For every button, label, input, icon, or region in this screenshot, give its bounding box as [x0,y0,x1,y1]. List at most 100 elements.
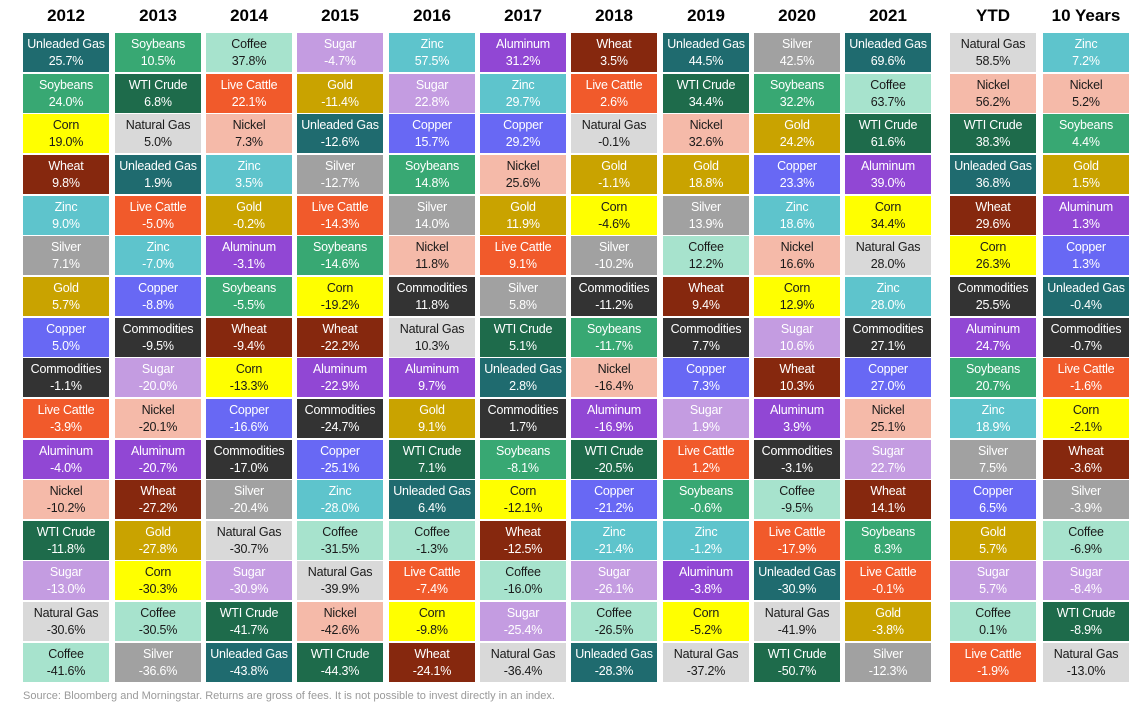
commodity-name: Gold [145,524,171,539]
return-value: 24.7% [975,338,1011,353]
return-value: 7.1% [52,257,80,272]
return-value: -3.1% [233,257,265,272]
commodity-name: Zinc [420,37,444,51]
commodity-name: Live Cattle [220,77,278,92]
return-value: 42.5% [779,54,815,68]
return-value: 24.0% [48,94,84,109]
return-value: 22.8% [414,94,450,109]
commodity-name: Unleaded Gas [27,37,105,51]
return-value: -0.1% [598,135,630,150]
table-cell: Gold 24.2% [754,114,840,154]
table-cell: Zinc 18.6% [754,195,840,235]
return-value: 0.1% [979,623,1007,638]
return-value: -1.6% [1070,379,1102,394]
table-cell: WTI Crude -41.7% [206,602,292,642]
commodity-name: Live Cattle [403,565,461,580]
commodity-name: Silver [598,240,630,255]
table-cell: Coffee -1.3% [389,520,475,560]
table-cell: Zinc 29.7% [480,73,566,113]
return-value: -1.1% [50,379,82,394]
table-cell: Commodities 1.7% [480,398,566,438]
commodity-name: Gold [1073,158,1099,173]
source-footnote: Source: Bloomberg and Morningstar. Retur… [23,690,555,702]
table-cell: WTI Crude 7.1% [389,439,475,479]
commodity-name: Zinc [981,402,1005,417]
commodity-name: Sugar [871,443,905,458]
commodity-name: Commodities [670,321,742,336]
commodity-name: Copper [868,362,908,377]
return-value: 25.1% [870,419,906,434]
commodity-name: WTI Crude [493,321,553,336]
commodity-name: Unleaded Gas [484,362,562,377]
commodity-name: Soybeans [861,524,915,539]
commodity-name: Commodities [213,443,285,458]
table-cell: Commodities -11.2% [571,276,657,316]
table-cell: Coffee 37.8% [206,33,292,72]
commodity-name: Silver [872,646,904,661]
return-value: 2.6% [600,94,628,109]
commodity-name: Natural Gas [960,37,1026,51]
return-value: -39.9% [320,582,360,597]
table-cell: Zinc 3.5% [206,154,292,194]
table-cell: Wheat -22.2% [297,317,383,357]
commodity-name: Corn [783,280,811,295]
table-cell: Soybeans 4.4% [1043,114,1129,154]
table-cell: Gold 1.5% [1043,154,1129,194]
table-cell: Commodities -17.0% [206,439,292,479]
commodity-name: Zinc [511,77,535,92]
table-cell: Natural Gas 58.5% [950,33,1036,72]
commodity-name: Zinc [1074,37,1098,51]
column-header: 2020 [778,6,816,25]
return-value: -14.3% [320,216,360,231]
commodity-name: Nickel [232,118,266,133]
commodity-name: Natural Gas [399,321,465,336]
table-cell: Silver 7.5% [950,439,1036,479]
table-cell: Unleaded Gas 2.8% [480,358,566,398]
return-value: 9.8% [52,175,80,190]
commodity-name: Corn [52,118,80,133]
commodity-name: Aluminum [496,37,550,51]
commodity-name: WTI Crude [1056,606,1116,621]
table-cell: Zinc -7.0% [115,236,201,276]
table-cell: Copper 7.3% [663,358,749,398]
return-value: -26.5% [594,623,634,638]
table-cell: Corn 19.0% [23,114,109,154]
return-value: 5.0% [144,135,172,150]
return-value: 61.6% [870,135,906,150]
commodity-name: Soybeans [1059,118,1113,133]
return-value: 37.8% [231,54,267,68]
commodity-name: Commodities [487,402,559,417]
table-cell: WTI Crude -20.5% [571,439,657,479]
commodity-name: Copper [973,484,1013,499]
commodity-name: Wheat [48,158,84,173]
return-value: -0.7% [1070,338,1102,353]
table-cell: Natural Gas -13.0% [1043,642,1129,682]
commodity-name: Wheat [975,199,1011,214]
return-value: -20.4% [229,501,269,516]
return-value: 29.6% [975,216,1011,231]
table-cell: WTI Crude 34.4% [663,73,749,113]
return-value: -1.3% [416,541,448,556]
table-cell: Sugar 22.7% [845,439,931,479]
return-value: -21.2% [594,501,634,516]
table-cell: Silver 14.0% [389,195,475,235]
commodity-name: Sugar [506,606,540,621]
table-cell: Zinc -28.0% [297,480,383,520]
commodity-name: Live Cattle [677,443,735,458]
return-value: -36.4% [503,663,543,678]
return-value: -26.1% [594,582,634,597]
commodity-name: Zinc [328,484,352,499]
commodity-name: Gold [510,199,536,214]
return-value: 7.5% [979,460,1007,475]
return-value: 6.4% [418,501,446,516]
commodity-name: Corn [692,606,720,621]
table-cell: Live Cattle 2.6% [571,73,657,113]
return-value: -30.6% [46,623,86,638]
return-value: -9.5% [142,338,174,353]
return-value: -1.9% [977,663,1009,678]
table-cell: Unleaded Gas 6.4% [389,480,475,520]
table-cell: Soybeans 8.3% [845,520,931,560]
commodity-name: Unleaded Gas [849,37,927,51]
column-header: YTD [976,6,1010,25]
return-value: 28.0% [870,257,906,272]
